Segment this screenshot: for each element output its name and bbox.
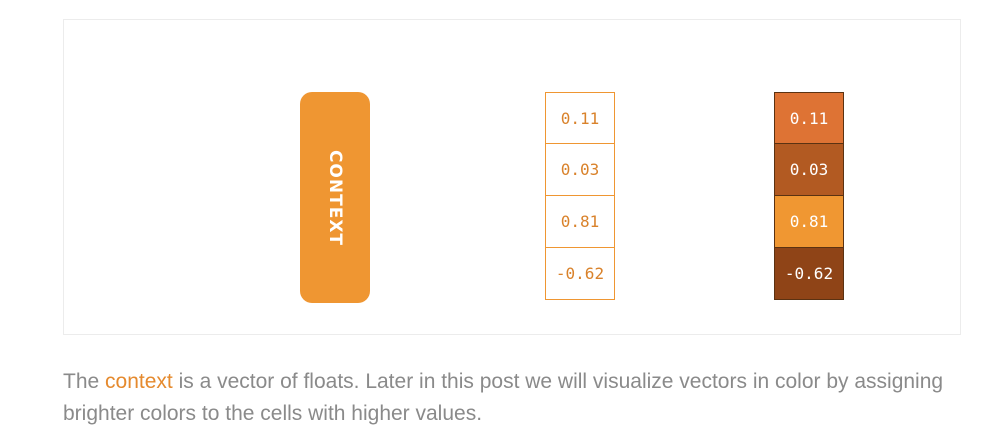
colored-vector-cell: 0.11 — [774, 92, 844, 144]
context-label: CONTEXT — [325, 149, 345, 246]
caption-suffix: is a vector of floats. Later in this pos… — [63, 370, 944, 425]
colored-vector-cell: -0.62 — [774, 248, 844, 300]
context-vector-colored: 0.11 0.03 0.81 -0.62 — [774, 92, 844, 300]
colored-vector-cell: 0.03 — [774, 144, 844, 196]
vector-cell: 0.11 — [545, 92, 615, 144]
colored-vector-cell: 0.81 — [774, 196, 844, 248]
vector-cell: -0.62 — [545, 248, 615, 300]
figure-panel: CONTEXT 0.11 0.03 0.81 -0.62 0.11 0.03 0… — [63, 19, 961, 335]
caption-prefix: The — [63, 370, 106, 393]
vector-cell: 0.81 — [545, 196, 615, 248]
context-block: CONTEXT — [300, 92, 370, 303]
caption-highlight: context — [105, 370, 173, 393]
vector-cell: 0.03 — [545, 144, 615, 196]
context-vector-plain: 0.11 0.03 0.81 -0.62 — [545, 92, 615, 300]
figure-caption: The context is a vector of floats. Later… — [63, 366, 963, 430]
